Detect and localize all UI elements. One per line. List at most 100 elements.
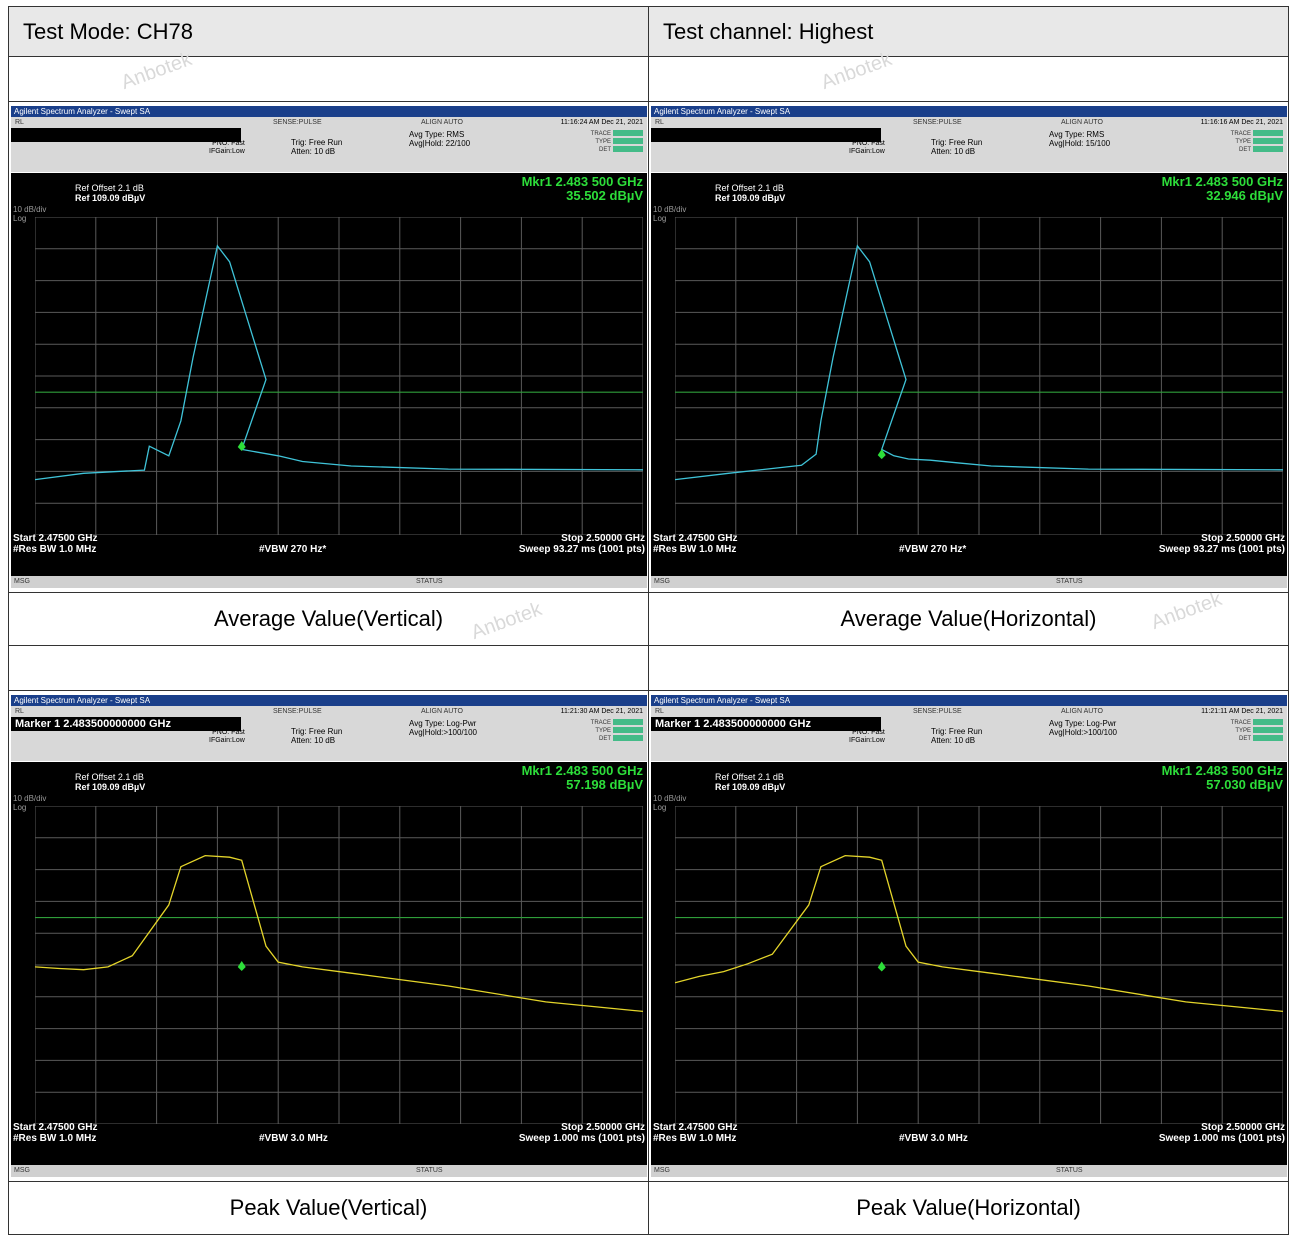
spectrum-screen: Agilent Spectrum Analyzer - Swept SA RL … xyxy=(11,695,647,1177)
pno-info: PNO: Fast IFGain:Low xyxy=(849,140,885,156)
marker-level: 57.198 dBµV xyxy=(566,777,643,792)
analyzer-status-bar: RL SENSE:PULSE ALIGN AUTO 11:21:30 AM De… xyxy=(11,706,647,717)
spacer-cell xyxy=(8,645,649,691)
frequency-footer: Start 2.47500 GHz #Res BW 1.0 MHz #VBW 2… xyxy=(11,531,647,555)
analyzer-status-bar: RL SENSE:PULSE ALIGN AUTO 11:16:16 AM De… xyxy=(651,117,1287,128)
analyzer-display: Ref Offset 2.1 dB Ref 109.09 dBµV 10 dB/… xyxy=(11,761,647,1156)
analyzer-settings-panel: Marker 1 2.483500000000 GHz PNO: Fast IF… xyxy=(11,717,647,761)
atten-label: Atten: 10 dB xyxy=(931,736,976,745)
trigger-info: Trig: Free Run Atten: 10 dB xyxy=(931,138,982,156)
ref-info: Ref Offset 2.1 dB Ref 109.09 dBµV xyxy=(715,183,785,203)
spacer-cell xyxy=(8,56,649,102)
scale-log-label: Log xyxy=(13,803,27,812)
start-frequency: Start 2.47500 GHz xyxy=(13,1122,98,1133)
trigger-info: Trig: Free Run Atten: 10 dB xyxy=(291,727,342,745)
pno-info: PNO: Fast IFGain:Low xyxy=(209,729,245,745)
average-info: Avg Type: RMS Avg|Hold: 15/100 xyxy=(1049,130,1110,148)
status-label: STATUS xyxy=(416,578,443,585)
test-channel-label: Test channel: Highest xyxy=(648,6,1289,57)
align-label: ALIGN AUTO xyxy=(421,119,463,126)
pno-info: PNO: Fast IFGain:Low xyxy=(849,729,885,745)
plot-cell-avg-horizontal: Agilent Spectrum Analyzer - Swept SA RL … xyxy=(648,101,1289,593)
marker-readout xyxy=(651,128,881,142)
spectrum-screen: Agilent Spectrum Analyzer - Swept SA RL … xyxy=(651,695,1287,1177)
det-indicator xyxy=(1253,146,1283,153)
marker-result: Mkr1 2.483 500 GHz 32.946 dBµV xyxy=(1162,175,1283,203)
pno-label: PNO: Fast xyxy=(212,140,245,147)
sense-label: SENSE:PULSE xyxy=(913,708,962,715)
test-report-table: Test Mode: CH78 Test channel: Highest Ag… xyxy=(8,6,1289,1235)
ref-offset-label: Ref Offset 2.1 dB xyxy=(75,772,144,782)
timestamp: 11:21:11 AM Dec 21, 2021 xyxy=(1201,708,1283,715)
analyzer-title: Agilent Spectrum Analyzer - Swept SA xyxy=(11,695,647,706)
analyzer-title: Agilent Spectrum Analyzer - Swept SA xyxy=(11,106,647,117)
stop-frequency: Stop 2.50000 GHz xyxy=(561,533,645,544)
type-indicator xyxy=(613,727,643,734)
plot-cell-peak-horizontal: Agilent Spectrum Analyzer - Swept SA RL … xyxy=(648,690,1289,1182)
analyzer-title: Agilent Spectrum Analyzer - Swept SA xyxy=(651,106,1287,117)
res-bw: #Res BW 1.0 MHz xyxy=(13,544,97,555)
sweep-time: Sweep 93.27 ms (1001 pts) xyxy=(518,544,645,555)
trig-label: Trig: Free Run xyxy=(291,138,343,147)
ifgain-label: IFGain:Low xyxy=(849,148,885,155)
det-label: DET xyxy=(1239,736,1251,742)
ref-info: Ref Offset 2.1 dB Ref 109.09 dBµV xyxy=(75,183,145,203)
marker-diamond xyxy=(237,961,246,972)
average-info: Avg Type: RMS Avg|Hold: 22/100 xyxy=(409,130,470,148)
avg-hold-label: Avg|Hold: 22/100 xyxy=(409,139,471,148)
spectrum-screen: Agilent Spectrum Analyzer - Swept SA RL … xyxy=(651,106,1287,588)
message-bar: MSG STATUS xyxy=(11,576,647,588)
ref-level-label: Ref 109.09 dBµV xyxy=(715,193,786,203)
marker-frequency: Mkr1 2.483 500 GHz xyxy=(521,763,643,778)
scale-log-label: Log xyxy=(13,214,27,223)
stop-frequency: Stop 2.50000 GHz xyxy=(561,1122,645,1133)
det-indicator xyxy=(613,735,643,742)
message-bar: MSG STATUS xyxy=(651,1165,1287,1177)
type-label: TYPE xyxy=(1235,728,1251,734)
spectrum-plot xyxy=(675,806,1283,1124)
stop-frequency: Stop 2.50000 GHz xyxy=(1201,1122,1285,1133)
ifgain-label: IFGain:Low xyxy=(209,148,245,155)
type-label: TYPE xyxy=(1235,139,1251,145)
marker-level: 32.946 dBµV xyxy=(1206,188,1283,203)
ref-info: Ref Offset 2.1 dB Ref 109.09 dBµV xyxy=(715,772,785,792)
avg-type-label: Avg Type: Log-Pwr xyxy=(1049,719,1117,728)
msg-label: MSG xyxy=(14,578,30,585)
caption-avg-horizontal: Average Value(Horizontal) xyxy=(648,592,1289,646)
start-frequency: Start 2.47500 GHz xyxy=(13,533,98,544)
res-bw: #Res BW 1.0 MHz xyxy=(13,1133,97,1144)
avg-type-label: Avg Type: RMS xyxy=(409,130,465,139)
align-label: ALIGN AUTO xyxy=(1061,119,1103,126)
analyzer-display: Ref Offset 2.1 dB Ref 109.09 dBµV 10 dB/… xyxy=(651,172,1287,567)
vbw: #VBW 3.0 MHz xyxy=(899,1133,968,1144)
timestamp: 11:21:30 AM Dec 21, 2021 xyxy=(560,708,643,715)
rl-label: RL xyxy=(15,119,24,126)
scale-label: 10 dB/div xyxy=(653,794,687,803)
spectrum-trace xyxy=(675,854,1283,1013)
message-bar: MSG STATUS xyxy=(11,1165,647,1177)
ref-offset-label: Ref Offset 2.1 dB xyxy=(715,183,784,193)
spectrum-plot xyxy=(675,217,1283,535)
analyzer-status-bar: RL SENSE:PULSE ALIGN AUTO 11:16:24 AM De… xyxy=(11,117,647,128)
trace-info: TRACE TYPE DET xyxy=(1231,719,1283,743)
msg-label: MSG xyxy=(654,578,670,585)
frequency-footer: Start 2.47500 GHz #Res BW 1.0 MHz #VBW 3… xyxy=(11,1120,647,1144)
atten-label: Atten: 10 dB xyxy=(291,147,336,156)
align-label: ALIGN AUTO xyxy=(421,708,463,715)
vbw: #VBW 3.0 MHz xyxy=(259,1133,328,1144)
spectrum-screen: Agilent Spectrum Analyzer - Swept SA RL … xyxy=(11,106,647,588)
ref-level-label: Ref 109.09 dBµV xyxy=(715,782,786,792)
caption-peak-horizontal: Peak Value(Horizontal) xyxy=(648,1181,1289,1235)
marker-diamond xyxy=(877,449,886,460)
type-indicator xyxy=(1253,727,1283,734)
scale-label: 10 dB/div xyxy=(653,205,687,214)
scale-info: 10 dB/div Log xyxy=(13,794,46,812)
start-frequency: Start 2.47500 GHz xyxy=(653,533,738,544)
type-label: TYPE xyxy=(595,728,611,734)
pno-label: PNO: Fast xyxy=(852,729,885,736)
analyzer-title: Agilent Spectrum Analyzer - Swept SA xyxy=(651,695,1287,706)
trace-info: TRACE TYPE DET xyxy=(591,719,643,743)
ref-level-label: Ref 109.09 dBµV xyxy=(75,782,146,792)
scale-info: 10 dB/div Log xyxy=(653,205,686,223)
trace-indicator xyxy=(613,130,643,137)
